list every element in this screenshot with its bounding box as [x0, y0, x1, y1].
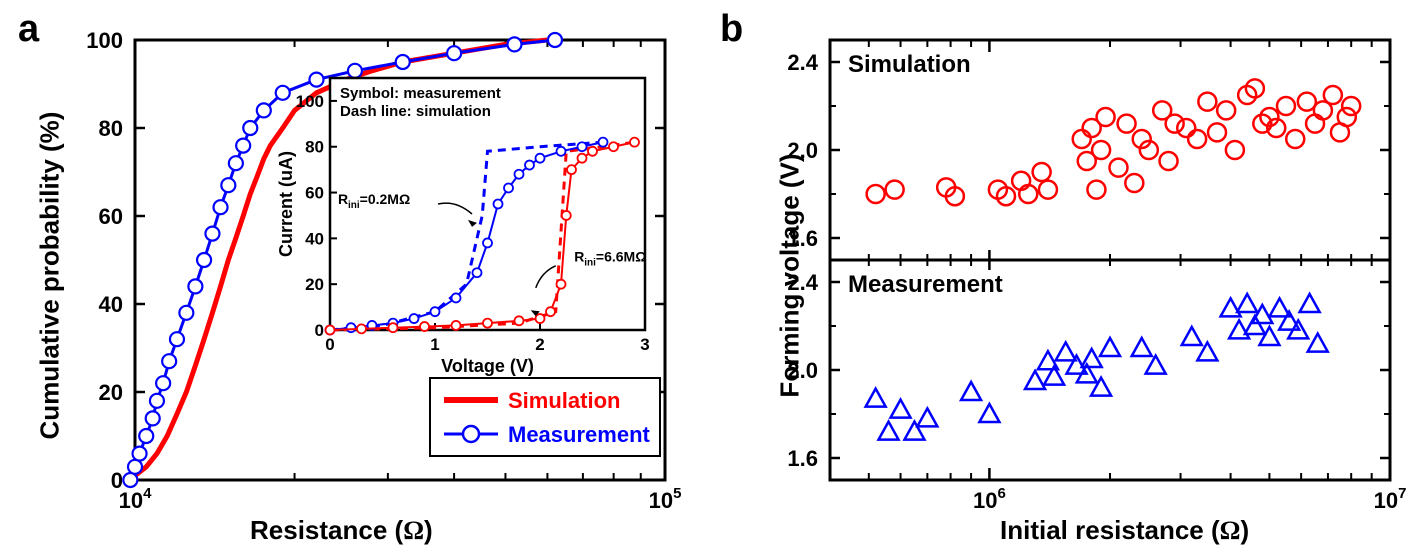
- panel-b-ylabel: Forming voltage (V): [775, 136, 806, 416]
- svg-text:104: 104: [119, 485, 152, 513]
- svg-text:Simulation: Simulation: [848, 51, 971, 78]
- svg-text:Symbol: measurement: Symbol: measurement: [340, 85, 501, 102]
- svg-text:100: 100: [86, 28, 123, 53]
- svg-text:40: 40: [305, 229, 324, 248]
- panel-b: b 1.62.02.4Simulation1.62.02.4Measuremen…: [720, 0, 1418, 560]
- panel-b-chart: 1.62.02.4Simulation1.62.02.4Measurement1…: [720, 0, 1418, 560]
- panel-a-ylabel: Cumulative probability (%): [35, 106, 66, 446]
- svg-text:0: 0: [325, 335, 334, 354]
- panel-a-chart: 0 20 40 60 80 100 104 105 Simulation Measurement 0…: [0, 0, 690, 560]
- svg-text:Dash line: simulation: Dash line: simulation: [340, 103, 491, 120]
- svg-text:80: 80: [305, 138, 324, 157]
- svg-text:0: 0: [315, 321, 324, 340]
- svg-text:3: 3: [640, 335, 649, 354]
- svg-text:20: 20: [305, 275, 324, 294]
- svg-text:Measurement: Measurement: [508, 422, 651, 447]
- panel-a: a 020406080100104105SimulationMeasuremen…: [0, 0, 690, 560]
- svg-text:Simulation: Simulation: [508, 388, 620, 413]
- svg-text:Measurement: Measurement: [848, 271, 1003, 298]
- panel-b-xlabel: Initial resistance (Ω): [1000, 515, 1249, 546]
- svg-text:107: 107: [1374, 485, 1407, 513]
- svg-text:1.6: 1.6: [787, 446, 818, 471]
- svg-text:100: 100: [296, 92, 324, 111]
- svg-text:40: 40: [99, 292, 123, 317]
- svg-text:60: 60: [305, 184, 324, 203]
- svg-text:106: 106: [973, 485, 1006, 513]
- svg-text:R: R: [338, 191, 348, 207]
- svg-text:2: 2: [535, 335, 544, 354]
- svg-text:105: 105: [649, 485, 682, 513]
- svg-text:20: 20: [99, 380, 123, 405]
- svg-text:Current (uA): Current (uA): [276, 151, 296, 257]
- svg-text:Voltage (V): Voltage (V): [441, 356, 534, 376]
- svg-text:R: R: [574, 248, 584, 264]
- panel-a-xlabel: Resistance (Ω): [250, 515, 433, 546]
- svg-text:60: 60: [99, 204, 123, 229]
- svg-text:2.4: 2.4: [787, 50, 818, 75]
- svg-text:1: 1: [430, 335, 439, 354]
- svg-text:80: 80: [99, 116, 123, 141]
